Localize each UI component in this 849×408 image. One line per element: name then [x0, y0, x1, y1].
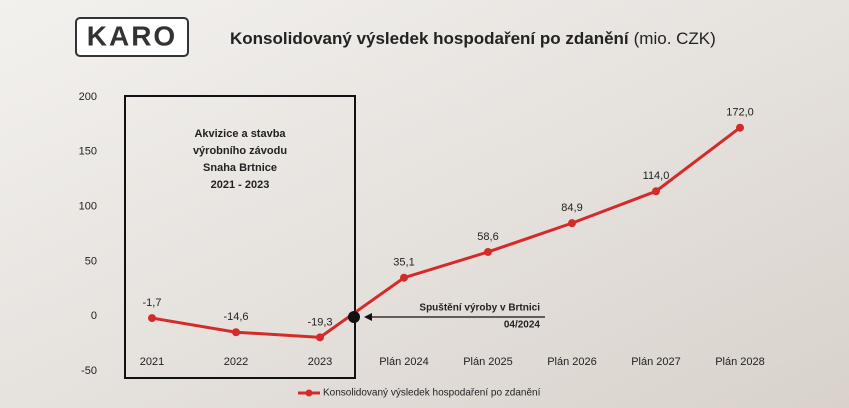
y-tick-label: 150 [79, 146, 97, 158]
value-label: 35,1 [393, 257, 414, 269]
x-tick-label: Plán 2027 [631, 356, 681, 368]
annotation-text: Snaha Brtnice [203, 162, 277, 174]
point [568, 219, 576, 228]
point [232, 328, 240, 337]
point [484, 247, 492, 256]
legend-label: Konsolidovaný výsledek hospodaření po zd… [323, 388, 541, 399]
value-label: 58,6 [477, 231, 498, 243]
x-tick-label: Plán 2024 [379, 356, 429, 368]
milestone-dot [348, 311, 360, 323]
annotation-text: 04/2024 [504, 320, 541, 331]
arrow-head [364, 313, 372, 321]
legend-marker [305, 389, 313, 397]
x-tick-label: 2021 [140, 356, 164, 368]
period-box [124, 95, 356, 379]
series-line [151, 126, 741, 339]
x-tick-label: Plán 2025 [463, 356, 513, 368]
point [148, 314, 156, 323]
y-tick-label: 100 [79, 201, 97, 213]
annotation-text: 2021 - 2023 [211, 179, 270, 191]
value-label: -1,7 [143, 297, 162, 309]
title-unit: (mio. CZK) [634, 29, 716, 48]
title-main: Konsolidovaný výsledek hospodaření po zd… [230, 29, 630, 48]
y-tick-label: 0 [91, 310, 97, 322]
y-tick-label: 200 [79, 91, 97, 103]
point [652, 187, 660, 196]
y-tick-label: -50 [81, 365, 97, 377]
y-tick-label: 50 [85, 255, 97, 267]
point [736, 123, 744, 132]
point [316, 333, 324, 342]
value-label: 84,9 [561, 202, 582, 214]
logo-box [75, 17, 189, 57]
chart-title: Konsolidovaný výsledek hospodaření po zd… [230, 29, 716, 48]
value-label: -19,3 [307, 316, 332, 328]
x-tick-label: Plán 2026 [547, 356, 597, 368]
annotation-text: Akvizice a stavba [194, 128, 286, 140]
x-tick-label: Plán 2028 [715, 356, 765, 368]
value-label: 114,0 [643, 170, 670, 182]
value-label: -14,6 [223, 311, 248, 323]
logo: KARO [87, 20, 177, 51]
annotation-text: Spuštění výroby v Brtnici [419, 303, 540, 314]
value-label: 172,0 [726, 107, 754, 119]
annotation-text: výrobního závodu [193, 145, 287, 157]
point [400, 273, 408, 282]
x-tick-label: 2022 [224, 356, 248, 368]
x-tick-label: 2023 [308, 356, 332, 368]
